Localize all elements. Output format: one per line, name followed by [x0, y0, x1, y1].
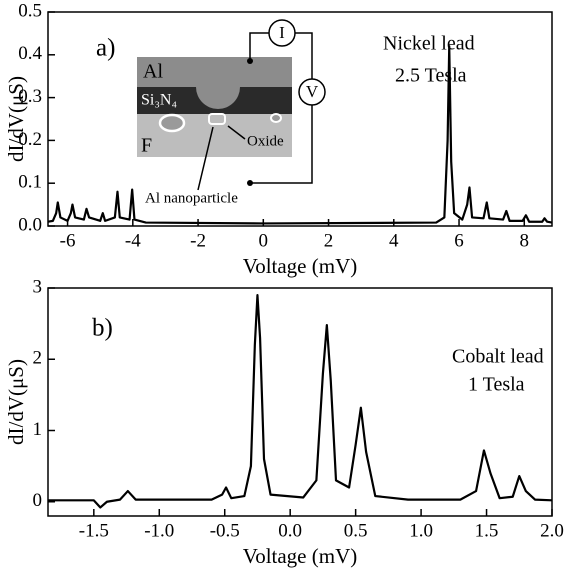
- x-tick-label: 0.5: [344, 520, 368, 541]
- y-tick-label: 3: [33, 276, 43, 297]
- x-tick-label: -6: [60, 230, 76, 251]
- y-tick-label: 0.4: [18, 43, 42, 64]
- arrow: [197, 126, 214, 191]
- x-tick-label: 1.0: [409, 520, 433, 541]
- grain: [158, 113, 186, 133]
- x-tick-label: 1.5: [475, 520, 499, 541]
- y-tick-label: 0.3: [18, 86, 42, 107]
- meter-label: I: [279, 23, 285, 42]
- arrow: [227, 125, 246, 140]
- x-tick-label: 8: [520, 230, 530, 251]
- plot-frame: [47, 11, 553, 227]
- al-layer: [137, 57, 292, 87]
- x-tick-label: -0.5: [210, 520, 240, 541]
- contact: [247, 58, 253, 64]
- y-axis-label: dI/dV(μS): [4, 359, 28, 445]
- junction: [196, 87, 240, 109]
- inset: Al Si₃N₄ F Oxide Al nanoparticle I V: [137, 19, 326, 206]
- x-tick-label: 4: [389, 230, 399, 251]
- voltmeter: [298, 78, 326, 106]
- x-tick-label: 0: [259, 230, 269, 251]
- layer-label: Al: [143, 61, 163, 83]
- circuit: [249, 32, 313, 184]
- plot-frame: [47, 287, 553, 517]
- ammeter: [268, 19, 296, 47]
- x-tick-label: -2: [190, 230, 206, 251]
- oxide-label: Oxide: [247, 133, 284, 149]
- grain: [270, 113, 282, 123]
- x-axis-label: Voltage (mV): [243, 254, 358, 278]
- annotation: 2.5 Tesla: [395, 65, 467, 87]
- x-tick-label: -1.0: [144, 520, 174, 541]
- panel-label: b): [92, 315, 113, 342]
- y-tick-label: 0.1: [18, 172, 42, 193]
- particle: [208, 113, 226, 125]
- y-tick-label: 0.5: [18, 0, 42, 21]
- spectrum: [47, 45, 553, 225]
- x-tick-label: 2: [324, 230, 334, 251]
- y-tick-label: 2: [33, 348, 43, 369]
- y-axis-label: dI/dV(μS): [4, 76, 28, 162]
- x-axis-label: Voltage (mV): [243, 544, 358, 568]
- panel-label: a): [96, 35, 115, 62]
- panel: -1.5 -1.0 -0.5 0.0 0.5 1.0 1.5 2.0 0 1 2 3 Voltage (…: [4, 276, 564, 567]
- layer-label: Si₃N₄: [141, 92, 177, 109]
- y-tick-label: 0: [33, 490, 43, 511]
- y-tick-label: 1: [33, 419, 43, 440]
- y-tick-label: 0.0: [18, 214, 42, 235]
- particle-label: Al nanoparticle: [145, 190, 238, 206]
- layer-label: F: [141, 135, 152, 157]
- x-tick-label: -4: [125, 230, 141, 251]
- annotation: 1 Tesla: [468, 374, 525, 396]
- annotation: Nickel lead: [383, 33, 475, 55]
- contact: [247, 180, 253, 186]
- x-tick-label: -1.5: [79, 520, 109, 541]
- panel: -6 -4 -2 0 2 4 6 8 0.0 0.1 0.2 0.3 0.4 0.5 Voltage (mV…: [4, 0, 553, 278]
- meter-label: V: [306, 82, 319, 101]
- spectrum: [48, 294, 553, 509]
- annotation: Cobalt lead: [452, 346, 544, 368]
- x-tick-label: 2.0: [540, 520, 564, 541]
- x-tick-label: 0.0: [278, 520, 302, 541]
- y-tick-label: 0.2: [18, 129, 42, 150]
- x-tick-label: 6: [454, 230, 464, 251]
